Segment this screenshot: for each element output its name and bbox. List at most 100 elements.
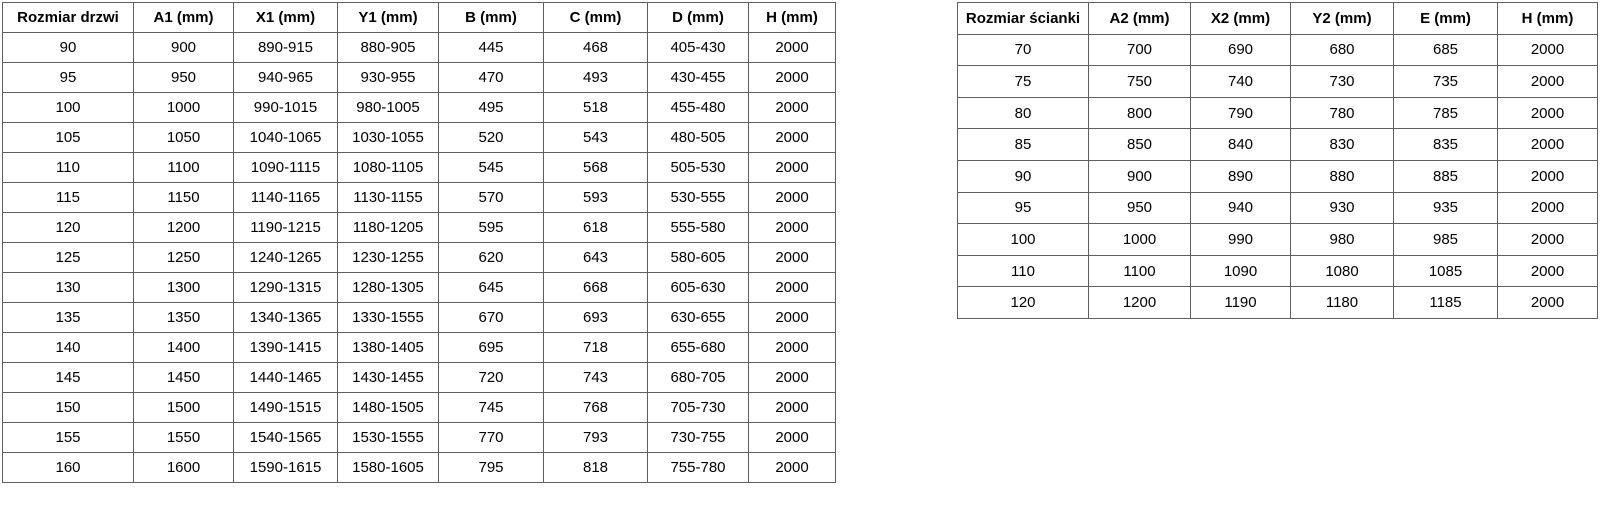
column-header: Rozmiar ścianki <box>957 2 1089 35</box>
table-cell: 135 <box>2 302 134 333</box>
table-cell: 618 <box>543 212 648 243</box>
table-cell: 70 <box>957 33 1089 67</box>
table-cell: 455-480 <box>647 92 749 123</box>
table-cell: 595 <box>438 212 544 243</box>
table-cell: 745 <box>438 392 544 423</box>
table-cell: 2000 <box>748 62 836 93</box>
table-cell: 1100 <box>133 152 234 183</box>
header-row: Rozmiar ścianki A2 (mm) X2 (mm) Y2 (mm) E (m… <box>957 2 1598 35</box>
table-cell: 1190 <box>1190 286 1291 319</box>
table-cell: 935 <box>1393 191 1498 225</box>
table-cell: 545 <box>438 152 544 183</box>
table-row: 110 1100 1090 1080 1085 2000 <box>957 254 1598 288</box>
table-cell: 735 <box>1393 65 1498 98</box>
table-cell: 2000 <box>1497 254 1598 288</box>
table-cell: 1290-1315 <box>233 272 338 303</box>
table-row: 100 1000 990 980 985 2000 <box>957 223 1598 256</box>
table-cell: 80 <box>957 96 1089 130</box>
table-row: 145 1450 1440-1465 1430-1455 720 743 680-705 20… <box>2 362 836 393</box>
table-cell: 1230-1255 <box>337 242 439 273</box>
table-cell: 568 <box>543 152 648 183</box>
table-cell: 2000 <box>748 32 836 63</box>
table-cell: 750 <box>1088 65 1191 98</box>
table-cell: 1400 <box>133 332 234 363</box>
table-row: 95 950 940 930 935 2000 <box>957 191 1598 225</box>
table-cell: 493 <box>543 62 648 93</box>
table-cell: 90 <box>957 159 1089 193</box>
table-cell: 730-755 <box>647 422 749 453</box>
table-cell: 630-655 <box>647 302 749 333</box>
table-cell: 1140-1165 <box>233 182 338 213</box>
table-cell: 2000 <box>748 122 836 153</box>
table-cell: 468 <box>543 32 648 63</box>
table-cell: 543 <box>543 122 648 153</box>
header-row: Rozmiar drzwi A1 (mm) X1 (mm) Y1 (mm) B (mm)… <box>2 2 836 33</box>
table-row: 115 1150 1140-1165 1130-1155 570 593 530-555 20… <box>2 182 836 213</box>
table-row: 140 1400 1390-1415 1380-1405 695 718 655-680 20… <box>2 332 836 363</box>
table-cell: 900 <box>133 32 234 63</box>
table-cell: 780 <box>1290 96 1394 130</box>
wall-size-table: Rozmiar ścianki A2 (mm) X2 (mm) Y2 (mm) E (m… <box>957 2 1598 319</box>
table-row: 105 1050 1040-1065 1030-1055 520 543 480-505 20… <box>2 122 836 153</box>
table-cell: 1430-1455 <box>337 362 439 393</box>
table-cell: 470 <box>438 62 544 93</box>
table-cell: 720 <box>438 362 544 393</box>
table-cell: 130 <box>2 272 134 303</box>
table-cell: 2000 <box>748 362 836 393</box>
table-row: 75 750 740 730 735 2000 <box>957 65 1598 98</box>
table-cell: 890 <box>1190 159 1291 193</box>
table-cell: 570 <box>438 182 544 213</box>
table-cell: 768 <box>543 392 648 423</box>
table-cell: 1250 <box>133 242 234 273</box>
table-cell: 2000 <box>748 92 836 123</box>
table-cell: 885 <box>1393 159 1498 193</box>
column-header: D (mm) <box>647 2 749 33</box>
table-cell: 1380-1405 <box>337 332 439 363</box>
table-cell: 770 <box>438 422 544 453</box>
table-cell: 800 <box>1088 96 1191 130</box>
table-cell: 1450 <box>133 362 234 393</box>
table-cell: 980-1005 <box>337 92 439 123</box>
column-header: E (mm) <box>1393 2 1498 35</box>
table-cell: 980 <box>1290 223 1394 256</box>
table-row: 120 1200 1190-1215 1180-1205 595 618 555-580 20… <box>2 212 836 243</box>
table-cell: 690 <box>1190 33 1291 67</box>
table-cell: 100 <box>957 223 1089 256</box>
door-size-table: Rozmiar drzwi A1 (mm) X1 (mm) Y1 (mm) B (mm)… <box>2 2 836 483</box>
table-cell: 795 <box>438 452 544 483</box>
table-cell: 2000 <box>1497 159 1598 193</box>
column-header: Rozmiar drzwi <box>2 2 134 33</box>
table-cell: 1550 <box>133 422 234 453</box>
table-cell: 693 <box>543 302 648 333</box>
table-cell: 1080-1105 <box>337 152 439 183</box>
table-cell: 105 <box>2 122 134 153</box>
table-cell: 2000 <box>748 272 836 303</box>
table-cell: 2000 <box>748 392 836 423</box>
table-cell: 620 <box>438 242 544 273</box>
table-cell: 2000 <box>748 242 836 273</box>
table-cell: 700 <box>1088 33 1191 67</box>
table-cell: 2000 <box>748 182 836 213</box>
table-cell: 655-680 <box>647 332 749 363</box>
table-cell: 940-965 <box>233 62 338 93</box>
table-cell: 2000 <box>1497 191 1598 225</box>
column-header: Y1 (mm) <box>337 2 439 33</box>
table-cell: 840 <box>1190 128 1291 161</box>
table-cell: 530-555 <box>647 182 749 213</box>
table-cell: 1190-1215 <box>233 212 338 243</box>
table-cell: 668 <box>543 272 648 303</box>
table-cell: 950 <box>133 62 234 93</box>
table-row: 110 1100 1090-1115 1080-1105 545 568 505-530 20… <box>2 152 836 183</box>
table-cell: 125 <box>2 242 134 273</box>
table-cell: 793 <box>543 422 648 453</box>
table-row: 95 950 940-965 930-955 470 493 430-455 2000 <box>2 62 836 93</box>
table-cell: 115 <box>2 182 134 213</box>
table-cell: 950 <box>1088 191 1191 225</box>
table-cell: 90 <box>2 32 134 63</box>
table-cell: 100 <box>2 92 134 123</box>
table-row: 90 900 890-915 880-905 445 468 405-430 2000 <box>2 32 836 63</box>
table-cell: 930 <box>1290 191 1394 225</box>
table-cell: 2000 <box>748 302 836 333</box>
column-header: H (mm) <box>748 2 836 33</box>
table-row: 130 1300 1290-1315 1280-1305 645 668 605-630 20… <box>2 272 836 303</box>
